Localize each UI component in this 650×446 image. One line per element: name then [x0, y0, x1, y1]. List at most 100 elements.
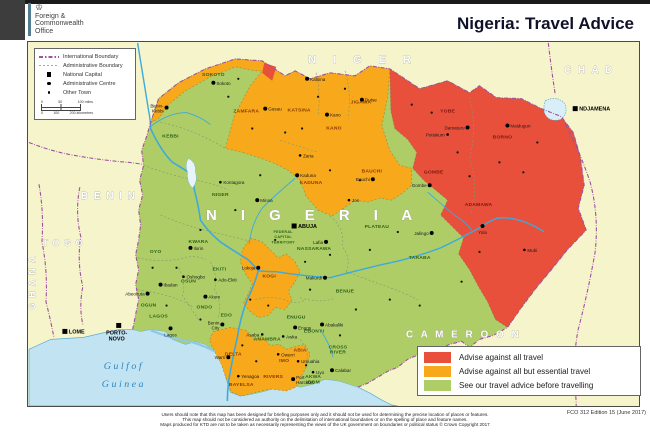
town-marker: [263, 106, 268, 111]
small-town-dot: [354, 308, 358, 311]
town-marker: [203, 294, 208, 299]
state-label: FEDERAL CAPITAL TERRITORY: [271, 230, 295, 244]
state-label: CROSS RIVER: [329, 344, 348, 355]
small-town-dot: [165, 304, 168, 307]
state-label: BORNO: [493, 134, 513, 140]
town-label: Kaduna: [300, 173, 316, 178]
town-marker: [295, 173, 300, 178]
state-label: PLATEAU: [365, 224, 390, 230]
disclaimer-text: Users should note that this map has been…: [0, 412, 650, 428]
town-marker: [320, 322, 325, 327]
state-label: EBONYI: [304, 328, 325, 334]
state-label: ZAMFARA: [233, 109, 259, 115]
town-label: Ilorin: [193, 246, 203, 251]
town-marker: [281, 335, 285, 338]
advice-color-swatch: [424, 379, 451, 391]
advice-color-swatch: [424, 365, 451, 377]
legend-swatch: [39, 91, 59, 94]
town-marker: [429, 230, 434, 235]
town-marker: [256, 265, 261, 270]
town-marker: [298, 154, 302, 157]
state-label: TARABA: [409, 255, 431, 261]
state-label: IMO: [279, 358, 289, 364]
logo-text: Foreign & Commonwealth Office: [35, 13, 84, 35]
state-label: KANO: [326, 126, 341, 132]
town-label: Asaba: [246, 332, 259, 337]
small-town-dot: [308, 288, 312, 291]
town-label: Enugu: [298, 325, 312, 330]
town-marker: [370, 177, 375, 182]
town-label: Kano: [330, 113, 341, 118]
small-town-dot: [301, 127, 304, 130]
rivers: [136, 42, 567, 402]
town-label: Yola: [478, 230, 487, 235]
state-label: GOMBE: [424, 169, 444, 175]
town-label: Yenagoa: [241, 374, 259, 379]
town-marker: [182, 275, 185, 279]
small-town-dot: [274, 238, 277, 242]
town-marker: [323, 275, 328, 280]
country-label: C H A D: [564, 65, 614, 76]
kainji-lake: [186, 158, 197, 189]
town-marker: [276, 352, 280, 356]
town-marker: [255, 198, 260, 203]
page-title: Nigeria: Travel Advice: [456, 14, 634, 33]
town-marker: [211, 80, 216, 85]
small-town-dot: [328, 169, 332, 172]
small-town-dot: [396, 230, 399, 234]
town-label: Oshogbo: [186, 275, 205, 280]
country-label: G H A N A: [28, 255, 37, 310]
benue-river: [258, 217, 545, 279]
legend-swatch: [39, 55, 59, 58]
small-town-dot: [498, 161, 501, 164]
red-border-patch: [262, 62, 277, 81]
scale-label: 100: [53, 111, 60, 115]
legend-item: Administrative Boundary: [39, 61, 131, 70]
small-town-dot: [468, 175, 471, 178]
small-town-dot: [304, 364, 308, 367]
town-label: Warri: [215, 355, 226, 360]
town-marker: [311, 370, 315, 374]
state-label: YOBE: [440, 109, 455, 115]
scale-label: 50: [58, 100, 63, 104]
state-label: ENUGU: [287, 314, 306, 320]
town-label: Akure: [208, 295, 220, 300]
state-label: KADUNA: [300, 180, 323, 186]
town-marker: [214, 278, 217, 281]
town-label: Lagos: [164, 332, 177, 337]
town-label: Ibadan: [164, 283, 178, 288]
town-label: Jalingo: [414, 231, 429, 236]
small-town-dot: [338, 334, 342, 337]
advice-color-swatch: [424, 351, 451, 363]
ghana-togo-border: [38, 184, 55, 338]
state-label: KOGI: [262, 274, 276, 280]
scale-line-km: [41, 107, 81, 111]
state-label: NASSARAWA: [297, 246, 331, 252]
legend-item: International Boundary: [39, 52, 131, 61]
town-marker: [347, 198, 351, 202]
town-label: Abeokuta: [125, 292, 145, 297]
town-label: Katsina: [310, 77, 326, 82]
state-label: JIGAWA: [351, 100, 372, 106]
state-label: ANAMBRA: [254, 336, 281, 342]
small-town-dot: [234, 208, 237, 212]
state-label: BAUCHI: [362, 168, 383, 174]
water-label: G u i n e a: [102, 379, 144, 390]
town-marker: [164, 105, 169, 110]
small-town-dot: [388, 298, 391, 301]
town-label: Uyo: [316, 370, 325, 375]
logo-text-line: Commonwealth: [35, 20, 84, 28]
delta-orange-zone: [209, 327, 311, 397]
town-marker: [523, 248, 526, 252]
country-label: C A M E R O O N: [406, 329, 521, 340]
town-label: Calabar: [335, 368, 351, 373]
town-label: Dutse: [365, 98, 377, 103]
small-town-dot: [199, 318, 202, 321]
town-marker: [291, 377, 296, 382]
town-label: Damaturu: [445, 126, 466, 131]
water-label: G u l f o f: [104, 361, 143, 372]
town-marker: [505, 123, 510, 128]
town-marker: [220, 322, 225, 327]
legend-label: National Capital: [63, 71, 102, 78]
state-label: AKWA IBOM: [305, 374, 321, 385]
